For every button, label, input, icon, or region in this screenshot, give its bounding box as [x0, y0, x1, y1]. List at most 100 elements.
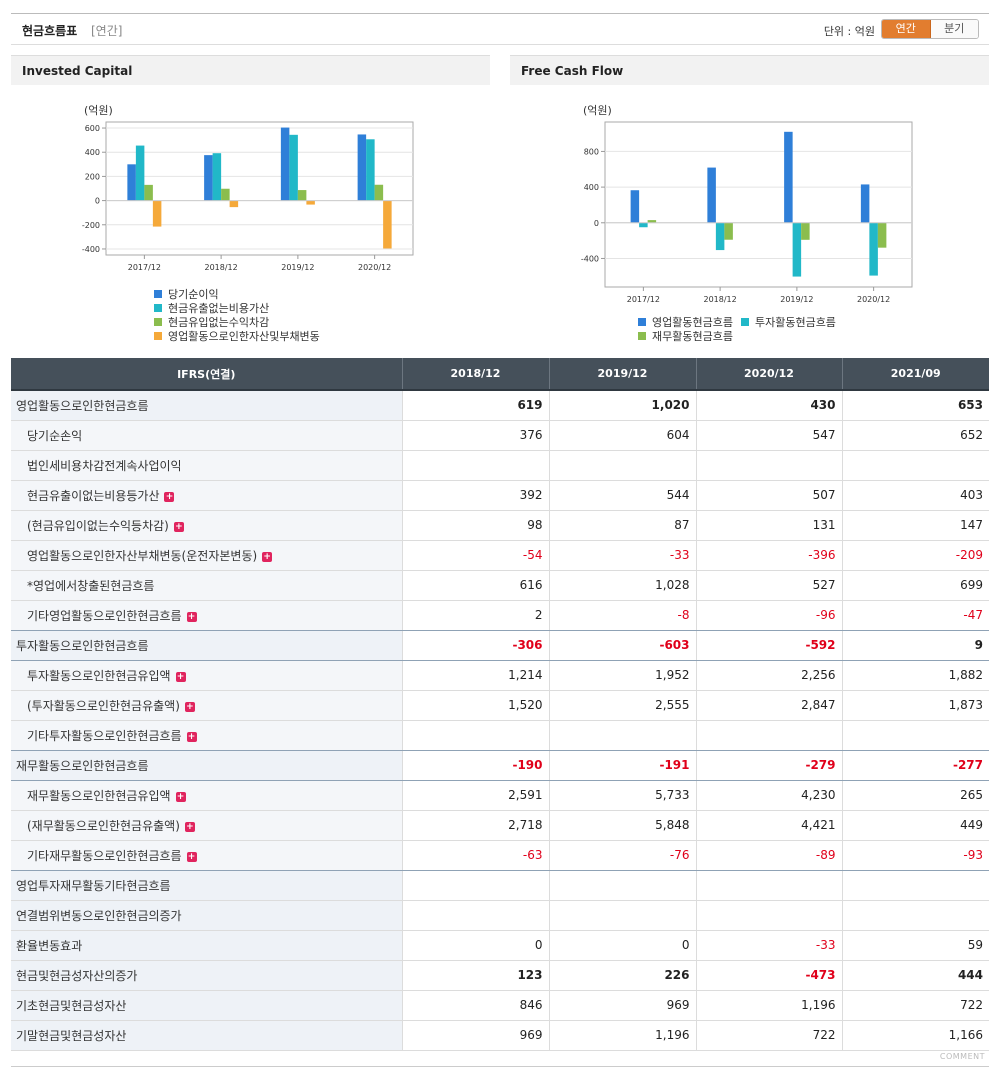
row-label-text: (재무활동으로인한현금유출액)	[27, 818, 180, 833]
row-label-text: 당기순손익	[27, 428, 83, 443]
expand-plus-icon[interactable]: +	[164, 491, 175, 502]
table-cell: 9	[842, 630, 989, 661]
expand-plus-icon[interactable]: +	[173, 521, 184, 532]
x-tick-label: 2020/12	[358, 263, 391, 272]
table-row: 기타투자활동으로인한현금흐름 +	[11, 720, 989, 751]
table-row: 투자활동으로인한현금유입액 +1,214 1,952 2,256 1,882	[11, 660, 989, 691]
y-unit-label: (억원)	[84, 104, 113, 117]
table-row: 당기순손익 376 604 547 652	[11, 420, 989, 451]
table-cell: 449	[842, 810, 989, 841]
table-cell: 2,256	[696, 660, 843, 691]
table-cell: 722	[842, 990, 989, 1021]
table-cell: 131	[696, 510, 843, 541]
table-cell: 699	[842, 570, 989, 601]
table-row: 환율변동효과 0 0 -33 59	[11, 930, 989, 961]
table-cell: 1,196	[696, 990, 843, 1021]
table-cell: 1,520	[402, 690, 550, 721]
column-header: 2019/12	[549, 358, 697, 391]
table-cell: 226	[549, 960, 697, 991]
bar-1	[860, 184, 870, 223]
table-cell: 507	[696, 480, 843, 511]
table-row: 연결범위변동으로인한현금의증가	[11, 900, 989, 931]
bar-1	[204, 155, 213, 201]
bar-4	[229, 200, 239, 208]
bar-4	[152, 200, 162, 227]
table-cell: 969	[549, 990, 697, 1021]
period-tag: [연간]	[91, 24, 123, 38]
table-cell: -306	[402, 630, 550, 661]
row-label: 기타투자활동으로인한현금흐름 +	[11, 720, 403, 751]
table-cell: 376	[402, 420, 550, 451]
unit-label: 단위 : 억원	[823, 25, 875, 38]
bar-3	[221, 188, 230, 201]
table-cell: 5,733	[549, 780, 697, 811]
comment-link[interactable]: COMMENT	[939, 1052, 985, 1061]
free-cash-flow-legend: 영업활동현금흐름 투자활동현금흐름 재무활동현금흐름	[638, 315, 878, 343]
plot-area	[604, 121, 913, 288]
expand-plus-icon[interactable]: +	[184, 821, 195, 832]
expand-plus-icon[interactable]: +	[184, 701, 195, 712]
row-label-text: 기말현금및현금성자산	[16, 1028, 127, 1043]
row-label: 재무활동으로인한현금유입액 +	[11, 780, 403, 811]
expand-plus-icon[interactable]: +	[262, 551, 273, 562]
row-label: 기말현금및현금성자산	[11, 1020, 403, 1051]
table-cell: 1,166	[842, 1020, 989, 1051]
table-cell: 2	[402, 600, 550, 631]
row-label: 현금유출이없는비용등가산 +	[11, 480, 403, 511]
bar-1	[280, 127, 290, 201]
bar-2	[135, 145, 145, 201]
table-row: 영업활동으로인한자산부채변동(운전자본변동) + -54 -33 -396 -209	[11, 540, 989, 571]
table-cell	[402, 900, 550, 931]
table-cell	[696, 720, 843, 751]
table-cell	[696, 900, 843, 931]
table-cell: -63	[402, 840, 550, 871]
bar-3	[877, 222, 887, 248]
quarterly-toggle-button[interactable]: 분기	[930, 20, 978, 38]
table-cell: -191	[549, 750, 697, 781]
legend-label: 영업활동으로인한자산및부채변동	[168, 330, 320, 343]
expand-plus-icon[interactable]: +	[186, 731, 197, 742]
table-cell: -47	[842, 600, 989, 631]
bar-2	[869, 222, 878, 276]
table-row: *영업에서창출된현금흐름 616 1,028 527 699	[11, 570, 989, 601]
table-cell: 0	[402, 930, 550, 961]
table-cell	[842, 720, 989, 751]
bar-2	[289, 134, 298, 201]
expand-plus-icon[interactable]: +	[186, 851, 197, 862]
column-header: 2018/12	[402, 358, 550, 391]
table-cell: 2,555	[549, 690, 697, 721]
table-row: 영업활동으로인한현금흐름 619 1,020 430 653	[11, 390, 989, 421]
table-cell: -76	[549, 840, 697, 871]
row-label: (투자활동으로인한현금유출액) +	[11, 690, 403, 721]
expand-plus-icon[interactable]: +	[175, 671, 186, 682]
table-cell: -473	[696, 960, 843, 991]
y-tick-label: 400	[85, 148, 100, 157]
invested-capital-title: Invested Capital	[11, 55, 490, 85]
bar-3	[144, 184, 153, 201]
table-cell: 147	[842, 510, 989, 541]
table-cell: 2,591	[402, 780, 550, 811]
column-header: 2021/09	[842, 358, 989, 391]
y-tick-label: -200	[82, 221, 100, 230]
row-label: 재무활동으로인한현금흐름	[11, 750, 403, 781]
table-row: 영업투자재무활동기타현금흐름	[11, 870, 989, 901]
invested-capital-chart: (억원) 600 400 200 0 -200 -400 2017/12 2018/12 2019…	[82, 104, 414, 272]
row-label: 환율변동효과	[11, 930, 403, 961]
column-header: 2020/12	[696, 358, 843, 391]
bar-2	[715, 222, 725, 251]
y-tick-label: 0	[95, 197, 100, 206]
table-cell: -279	[696, 750, 843, 781]
table-cell: -54	[402, 540, 550, 571]
legend-item: 영업활동현금흐름	[638, 315, 733, 329]
row-label: 영업투자재무활동기타현금흐름	[11, 870, 403, 901]
bar-3	[297, 190, 307, 201]
table-cell: -96	[696, 600, 843, 631]
table-row: 기타영업활동으로인한현금흐름 +2 -8 -96 -47	[11, 600, 989, 631]
table-cell: 2,718	[402, 810, 550, 841]
bar-3	[647, 220, 657, 223]
expand-plus-icon[interactable]: +	[175, 791, 186, 802]
y-tick-label: 800	[584, 147, 599, 156]
expand-plus-icon[interactable]: +	[186, 611, 197, 622]
annual-toggle-button[interactable]: 연간	[882, 20, 931, 38]
bar-2	[639, 222, 648, 228]
